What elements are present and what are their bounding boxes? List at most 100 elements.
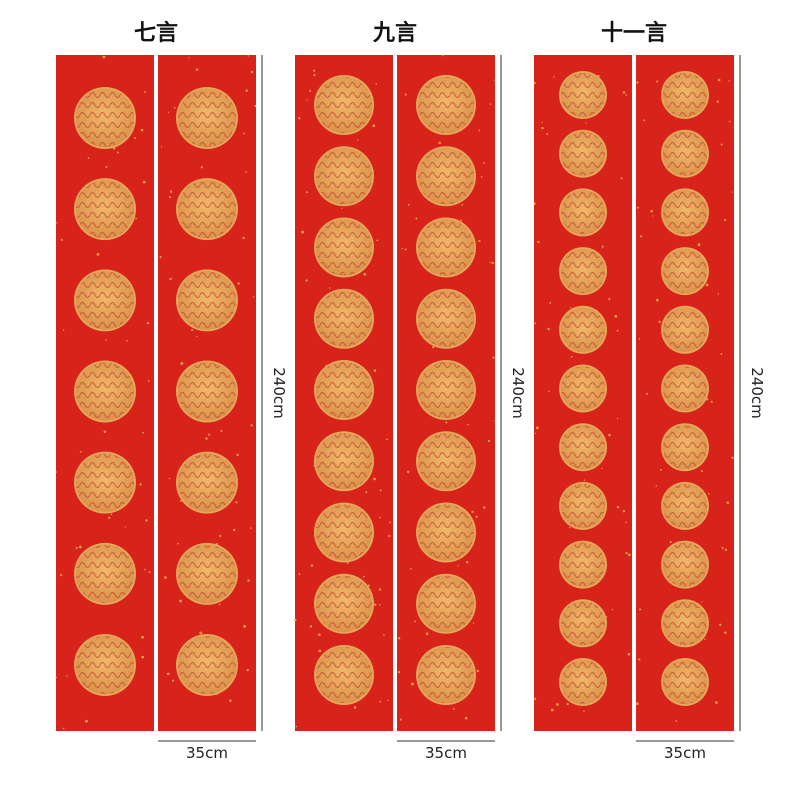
medallion-rim bbox=[314, 645, 374, 705]
medallion-rim bbox=[559, 364, 607, 413]
medallion-rim bbox=[74, 451, 136, 514]
gold-fleck bbox=[638, 658, 641, 661]
gold-fleck bbox=[620, 177, 623, 180]
gold-fleck bbox=[293, 618, 297, 622]
group-title: 十一言 bbox=[601, 20, 667, 46]
medallion-pattern bbox=[178, 453, 236, 512]
gold-fleck bbox=[180, 499, 183, 502]
gold-fleck bbox=[726, 501, 730, 504]
gold-fleck bbox=[636, 81, 639, 84]
gold-fleck bbox=[60, 238, 63, 241]
gold-fleck bbox=[341, 207, 343, 209]
gold-fleck bbox=[491, 261, 494, 265]
gold-fleck bbox=[243, 624, 247, 628]
gold-fleck bbox=[313, 69, 316, 72]
medallion-rim bbox=[559, 306, 607, 354]
gold-fleck bbox=[710, 400, 713, 403]
medallion-pattern bbox=[316, 77, 372, 133]
gold-fleck bbox=[640, 235, 643, 238]
medallion-pattern bbox=[316, 433, 372, 490]
medallion-pattern bbox=[316, 647, 372, 703]
gold-fleck bbox=[79, 450, 82, 453]
gold-fleck bbox=[414, 620, 416, 623]
medallion-pattern bbox=[316, 290, 372, 347]
gold-fleck bbox=[638, 337, 641, 340]
gold-fleck bbox=[318, 649, 322, 653]
gold-fleck bbox=[636, 702, 639, 706]
gold-fleck bbox=[697, 243, 701, 247]
gold-fleck bbox=[652, 215, 654, 217]
medallion-rim bbox=[559, 71, 607, 119]
gold-fleck bbox=[548, 390, 550, 393]
medallion-pattern bbox=[316, 575, 372, 632]
gold-fleck bbox=[135, 217, 137, 220]
gold-fleck bbox=[398, 637, 401, 640]
gold-fleck bbox=[401, 248, 403, 250]
medallion-rim bbox=[314, 431, 374, 491]
gold-fleck bbox=[570, 355, 573, 358]
gold-fleck bbox=[570, 307, 572, 309]
medallion-rim bbox=[416, 502, 476, 563]
gold-fleck bbox=[701, 601, 703, 603]
gold-fleck bbox=[386, 438, 388, 441]
medallion-pattern bbox=[663, 483, 707, 528]
gold-fleck bbox=[363, 272, 367, 276]
medallion-rim bbox=[661, 540, 709, 589]
gold-fleck bbox=[625, 94, 627, 96]
medallion-pattern bbox=[561, 366, 605, 411]
medallion-pattern bbox=[418, 77, 474, 133]
gold-fleck bbox=[124, 526, 127, 528]
gold-fleck bbox=[177, 542, 179, 545]
medallion-pattern bbox=[418, 433, 474, 490]
medallion-rim bbox=[559, 129, 607, 178]
gold-fleck bbox=[372, 124, 376, 128]
medallion-rim bbox=[416, 574, 476, 634]
gold-fleck bbox=[708, 492, 710, 495]
gold-fleck bbox=[728, 80, 730, 82]
gold-fleck bbox=[179, 599, 182, 603]
gold-fleck bbox=[566, 702, 569, 706]
gold-fleck bbox=[247, 55, 249, 57]
gold-fleck bbox=[220, 429, 223, 432]
gold-fleck bbox=[365, 491, 368, 494]
gold-fleck bbox=[105, 165, 108, 168]
medallion-pattern bbox=[418, 219, 474, 276]
medallion-rim bbox=[176, 451, 238, 514]
medallion-rim bbox=[416, 645, 476, 705]
gold-fleck bbox=[56, 222, 58, 224]
medallion-rim bbox=[559, 599, 607, 648]
gold-fleck bbox=[660, 468, 662, 471]
medallion-pattern bbox=[418, 362, 474, 418]
medallion-rim bbox=[661, 364, 709, 413]
gold-fleck bbox=[701, 470, 703, 473]
medallion-pattern bbox=[561, 190, 605, 235]
gold-fleck bbox=[145, 519, 148, 522]
gold-fleck bbox=[476, 669, 480, 673]
gold-fleck bbox=[460, 219, 462, 222]
gold-fleck bbox=[415, 217, 418, 220]
medallion-rim bbox=[416, 146, 476, 206]
medallion-pattern bbox=[663, 542, 707, 587]
gold-fleck bbox=[568, 526, 571, 529]
gold-fleck bbox=[236, 453, 239, 457]
gold-fleck bbox=[62, 329, 65, 331]
gold-fleck bbox=[483, 162, 486, 164]
gold-fleck bbox=[243, 132, 245, 135]
gold-fleck bbox=[367, 584, 370, 587]
gold-fleck bbox=[55, 676, 57, 679]
gold-fleck bbox=[534, 432, 537, 435]
gold-fleck bbox=[144, 568, 146, 571]
gold-fleck bbox=[467, 423, 469, 426]
gold-fleck bbox=[298, 117, 301, 120]
gold-fleck bbox=[731, 456, 734, 459]
gold-fleck bbox=[404, 248, 407, 251]
gold-fleck bbox=[79, 545, 82, 549]
gold-fleck bbox=[146, 322, 150, 325]
gold-fleck bbox=[533, 81, 536, 85]
gold-fleck bbox=[461, 203, 464, 206]
medallion-pattern bbox=[663, 73, 707, 117]
gold-fleck bbox=[254, 104, 257, 107]
gold-fleck bbox=[196, 335, 198, 338]
gold-fleck bbox=[191, 329, 194, 332]
